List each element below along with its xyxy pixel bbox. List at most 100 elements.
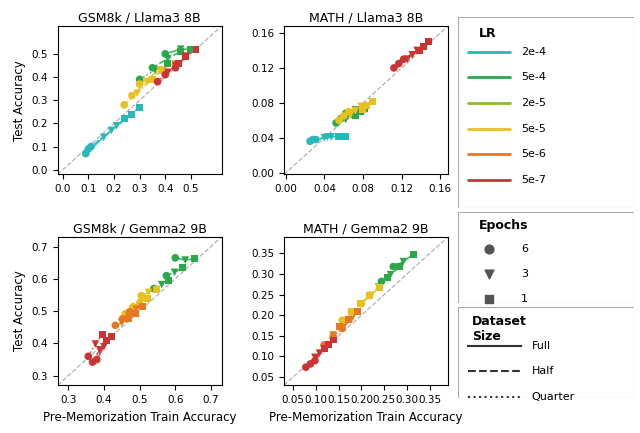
- Point: [355, 108, 365, 115]
- Point: [190, 255, 200, 262]
- Point: [484, 245, 494, 252]
- Point: [356, 103, 366, 110]
- Point: [110, 322, 120, 329]
- Point: [383, 274, 393, 281]
- Point: [180, 53, 191, 60]
- Point: [90, 341, 100, 348]
- Point: [142, 78, 152, 85]
- Point: [414, 47, 424, 54]
- Point: [331, 120, 341, 126]
- Point: [99, 343, 109, 350]
- Point: [365, 292, 375, 299]
- X-axis label: Pre-Memorization Train Accuracy: Pre-Memorization Train Accuracy: [269, 410, 463, 423]
- Point: [127, 111, 137, 118]
- Text: Quarter: Quarter: [531, 391, 575, 401]
- Point: [170, 64, 180, 71]
- Point: [337, 325, 348, 332]
- Point: [132, 90, 142, 97]
- Point: [328, 333, 339, 340]
- Point: [135, 299, 145, 306]
- Point: [157, 281, 167, 288]
- Point: [335, 323, 345, 330]
- Point: [365, 292, 375, 299]
- Point: [408, 251, 419, 258]
- Point: [83, 353, 93, 360]
- Text: Dataset
Size: Dataset Size: [472, 315, 527, 343]
- Point: [134, 104, 145, 111]
- Point: [97, 331, 108, 338]
- Point: [152, 78, 163, 85]
- Point: [374, 284, 384, 291]
- Point: [143, 289, 154, 296]
- Point: [148, 285, 159, 292]
- Point: [170, 60, 180, 67]
- Point: [398, 258, 408, 265]
- Point: [314, 350, 324, 357]
- Point: [155, 67, 165, 74]
- Point: [86, 143, 96, 150]
- Point: [150, 67, 160, 74]
- Point: [173, 60, 183, 67]
- Point: [484, 296, 494, 303]
- Point: [305, 360, 316, 367]
- Point: [164, 277, 174, 284]
- Point: [323, 133, 333, 140]
- Point: [160, 71, 170, 78]
- Point: [123, 315, 133, 322]
- Point: [353, 308, 363, 315]
- Point: [362, 102, 372, 109]
- Point: [389, 65, 399, 71]
- Point: [388, 263, 399, 270]
- X-axis label: Pre-Memorization Train Accuracy: Pre-Memorization Train Accuracy: [43, 410, 236, 423]
- Point: [399, 56, 409, 63]
- Point: [319, 346, 329, 352]
- Text: 6: 6: [521, 243, 528, 254]
- Point: [328, 332, 339, 339]
- Point: [170, 269, 180, 276]
- Point: [323, 341, 333, 348]
- Point: [127, 307, 138, 313]
- Text: 5e-6: 5e-6: [521, 149, 546, 159]
- Point: [340, 110, 351, 117]
- Text: 5e-4: 5e-4: [521, 72, 546, 82]
- Point: [385, 271, 396, 278]
- Point: [346, 308, 356, 315]
- Point: [81, 150, 91, 157]
- Point: [376, 278, 387, 285]
- Point: [337, 324, 348, 331]
- Point: [163, 55, 173, 62]
- Point: [484, 271, 494, 278]
- Point: [147, 64, 157, 71]
- Point: [130, 310, 140, 317]
- Point: [170, 62, 180, 69]
- Point: [360, 105, 370, 112]
- Point: [305, 138, 315, 145]
- Title: GSM8k / Gemma2 9B: GSM8k / Gemma2 9B: [73, 223, 207, 236]
- Point: [186, 46, 196, 53]
- Y-axis label: Test Accuracy: Test Accuracy: [13, 60, 26, 141]
- Text: Half: Half: [531, 366, 554, 376]
- Point: [319, 134, 330, 141]
- Point: [175, 48, 186, 55]
- Point: [340, 116, 351, 123]
- Point: [424, 38, 434, 45]
- Point: [119, 101, 129, 108]
- Point: [337, 317, 348, 323]
- Point: [344, 108, 354, 115]
- Point: [120, 310, 131, 317]
- Point: [116, 319, 127, 326]
- Point: [124, 313, 134, 320]
- Point: [117, 315, 127, 322]
- Point: [92, 356, 102, 363]
- Point: [340, 132, 351, 139]
- Point: [319, 342, 329, 349]
- Title: GSM8k / Llama3 8B: GSM8k / Llama3 8B: [78, 12, 201, 25]
- Point: [337, 132, 347, 139]
- Point: [412, 47, 422, 54]
- Point: [88, 359, 98, 365]
- Point: [346, 112, 356, 119]
- Text: 1: 1: [521, 294, 528, 304]
- Point: [310, 354, 320, 361]
- Point: [106, 127, 116, 134]
- Point: [301, 364, 311, 371]
